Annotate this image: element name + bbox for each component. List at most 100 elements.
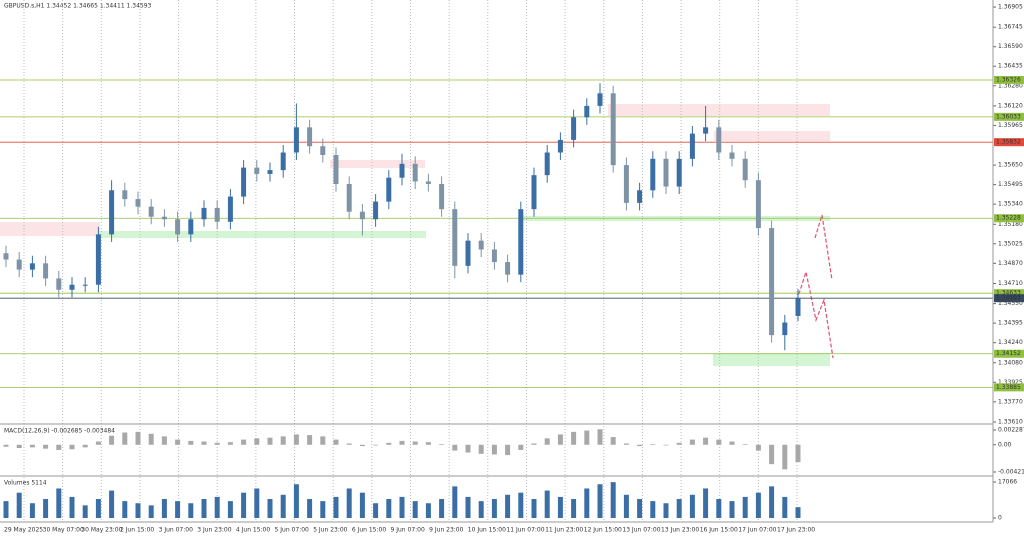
candle-body xyxy=(82,284,88,286)
bar xyxy=(716,439,722,445)
candle-body xyxy=(518,209,524,275)
bar xyxy=(135,503,141,519)
y-tick-label: 1.34870 xyxy=(998,260,1023,267)
bar xyxy=(412,441,418,445)
bar xyxy=(16,492,22,519)
level-label: 1.33885 xyxy=(996,384,1021,391)
bar xyxy=(689,494,695,519)
level-label-bg xyxy=(994,294,1024,303)
candle-body xyxy=(610,93,616,166)
candle-body xyxy=(742,158,748,181)
resistance-zone xyxy=(330,160,425,168)
resistance-zone xyxy=(714,131,830,141)
bar xyxy=(623,443,629,445)
candle-body xyxy=(465,240,471,266)
bar xyxy=(227,442,233,445)
bar xyxy=(676,499,682,519)
bar xyxy=(346,488,352,519)
bar xyxy=(755,492,761,519)
bar xyxy=(69,496,75,519)
candle-body xyxy=(755,180,761,229)
bar xyxy=(122,432,128,445)
candle-body xyxy=(188,219,194,235)
bar xyxy=(56,488,62,519)
candle-body xyxy=(29,263,35,270)
y-tick-label: 1.36745 xyxy=(998,24,1023,31)
y-tick-label: 1.35025 xyxy=(998,240,1023,247)
level-label-bg xyxy=(994,112,1024,121)
bar xyxy=(320,501,326,519)
candle-body xyxy=(491,249,497,263)
level-label: 1.36326 xyxy=(996,76,1021,83)
bar xyxy=(69,444,75,450)
candle-body xyxy=(676,158,682,187)
bar xyxy=(755,444,761,451)
bar xyxy=(3,444,9,447)
y-tick-label: 1.34710 xyxy=(998,280,1023,287)
support-zone xyxy=(713,353,830,366)
bar xyxy=(109,490,115,519)
x-tick-label: 13 Jun 07:00 xyxy=(622,527,660,534)
bar xyxy=(795,507,801,519)
bar xyxy=(584,488,590,519)
candle-body xyxy=(241,167,247,197)
bar xyxy=(782,444,788,470)
y-tick-label: 17066 xyxy=(998,478,1017,485)
candle-body xyxy=(439,183,445,210)
candle-body xyxy=(452,209,458,266)
candle-body xyxy=(769,228,775,336)
x-tick-label: 30 May 23:00 xyxy=(81,527,122,534)
y-tick-label: 1.33770 xyxy=(998,398,1023,405)
x-tick-label: 12 Jun 15:00 xyxy=(584,527,622,534)
bar xyxy=(320,436,326,445)
bar xyxy=(452,444,458,451)
bar xyxy=(399,496,405,519)
bar xyxy=(571,431,577,445)
candle-body xyxy=(69,284,75,290)
bar xyxy=(505,494,511,519)
panel-title: Volumes 5114 xyxy=(4,480,47,487)
bar xyxy=(663,503,669,519)
candle-body xyxy=(795,298,801,316)
projection xyxy=(814,214,833,281)
bar xyxy=(584,430,590,445)
candle-body xyxy=(16,259,22,270)
bar xyxy=(201,441,207,445)
x-tick-label: 11 Jun 07:00 xyxy=(506,527,544,534)
panel-title: GBPUSD.s,H1 1.34452 1.34665 1.34411 1.34… xyxy=(4,3,152,10)
bar xyxy=(280,494,286,519)
bar xyxy=(386,499,392,519)
x-tick-label: 17 Jun 07:00 xyxy=(738,527,776,534)
bar xyxy=(571,499,577,519)
bar xyxy=(241,439,247,445)
bar xyxy=(557,496,563,519)
bar xyxy=(175,501,181,519)
bar xyxy=(729,501,735,519)
candle-body xyxy=(346,183,352,212)
candle-body xyxy=(557,139,563,153)
bar xyxy=(703,437,709,445)
bar xyxy=(439,444,445,445)
bar xyxy=(109,435,115,445)
resistance-zone xyxy=(0,222,100,236)
bar xyxy=(95,499,101,519)
bar xyxy=(518,444,524,450)
bar xyxy=(161,499,167,519)
candle-body xyxy=(148,206,154,217)
candle-body xyxy=(650,158,656,191)
bar xyxy=(333,496,339,519)
bar xyxy=(597,429,603,445)
projection xyxy=(796,269,834,359)
bar xyxy=(610,482,616,519)
bar xyxy=(795,444,801,463)
bar xyxy=(188,503,194,519)
candle-body xyxy=(412,163,418,182)
level-label-bg xyxy=(994,383,1024,392)
candle-body xyxy=(161,216,167,220)
bar xyxy=(82,444,88,448)
y-tick-label: 1.36435 xyxy=(998,63,1023,70)
bar xyxy=(280,436,286,445)
candle-body xyxy=(425,181,431,184)
